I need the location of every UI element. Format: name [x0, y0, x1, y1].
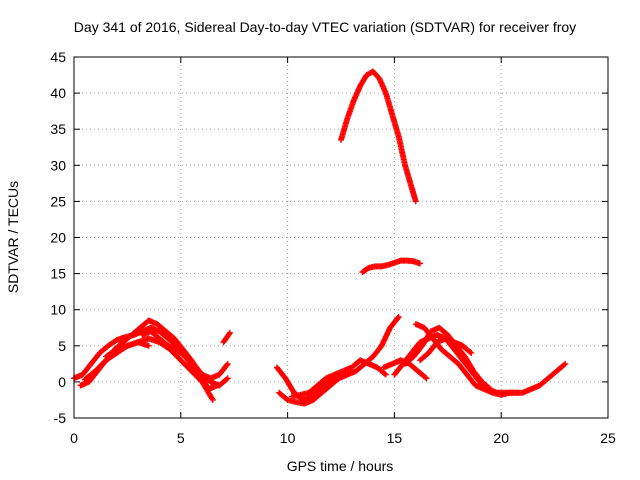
- data-point: [412, 198, 419, 205]
- x-tick-label: 5: [177, 430, 185, 446]
- grid: [74, 57, 608, 418]
- data-trail-marker: [223, 376, 230, 383]
- chart-title: Day 341 of 2016, Sidereal Day-to-day VTE…: [74, 19, 576, 35]
- series-arc-e: [103, 339, 152, 360]
- data-point: [468, 350, 475, 357]
- y-tick-label: 5: [58, 338, 66, 354]
- series-arc-j: [338, 68, 419, 205]
- series-arc-d: [139, 328, 231, 389]
- y-tick-label: 30: [50, 157, 66, 173]
- data-trail-marker: [226, 330, 233, 337]
- data-trail-marker: [467, 349, 474, 356]
- data-point: [226, 329, 233, 336]
- y-tick-label: 45: [50, 49, 66, 65]
- data-point: [562, 360, 569, 367]
- y-axis-title: SDTVAR / TECUs: [5, 181, 21, 293]
- data-series: [71, 68, 569, 407]
- data-point: [515, 389, 522, 396]
- x-tick-label: 10: [280, 430, 296, 446]
- y-tick-label: -5: [54, 410, 67, 426]
- series-arc-i: [288, 357, 389, 400]
- x-axis-title: GPS time / hours: [287, 458, 394, 474]
- data-trail-marker: [422, 374, 429, 381]
- data-point: [224, 360, 231, 367]
- data-trail-marker: [381, 370, 388, 377]
- data-trail-marker: [561, 361, 568, 368]
- data-point: [423, 375, 430, 382]
- data-point: [395, 313, 402, 320]
- y-tick-label: 20: [50, 230, 66, 246]
- series-arc-p: [380, 357, 430, 382]
- series-arc-f: [220, 329, 233, 346]
- series-arc-m: [402, 324, 494, 393]
- data-point: [209, 396, 216, 403]
- y-tick-label: 15: [50, 266, 66, 282]
- series-arc-k: [359, 257, 424, 276]
- y-tick-label: 10: [50, 302, 66, 318]
- x-tick-label: 20: [493, 430, 509, 446]
- data-trail-marker: [394, 315, 401, 322]
- x-tick-label: 15: [387, 430, 403, 446]
- data-point: [145, 342, 152, 349]
- x-tick-label: 0: [70, 430, 78, 446]
- y-tick-label: 40: [50, 85, 66, 101]
- data-point: [224, 375, 231, 382]
- y-tick-label: 0: [58, 374, 66, 390]
- series-arc-o: [417, 335, 475, 364]
- data-point: [417, 260, 424, 267]
- data-trail-marker: [209, 395, 216, 402]
- data-trail-marker: [223, 361, 230, 368]
- y-tick-label: 25: [50, 193, 66, 209]
- x-tick-label: 25: [600, 430, 616, 446]
- y-tick-label: 35: [50, 121, 66, 137]
- data-point: [382, 371, 389, 378]
